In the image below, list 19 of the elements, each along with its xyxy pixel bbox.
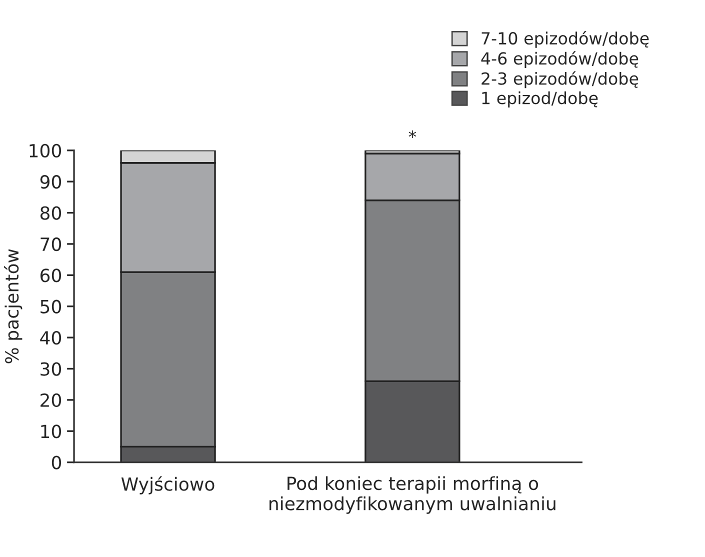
y-tick-label: 90: [40, 175, 62, 189]
x-tick-label: Wyjściowo: [121, 476, 214, 494]
y-tick-label: 30: [40, 362, 62, 376]
y-tick-label: 0: [52, 456, 62, 470]
y-tick-label: 40: [40, 331, 62, 345]
annotation: *: [408, 130, 416, 138]
y-tick-label: 80: [40, 206, 62, 220]
y-tick-label: 70: [40, 237, 62, 252]
y-axis-title: % pacjentów: [4, 249, 22, 364]
legend-label: 2-3 epizodów/dobę: [482, 71, 638, 88]
y-tick-label: 20: [40, 393, 62, 408]
y-tick-label: 10: [41, 424, 62, 438]
legend-label: 4-6 epizodów/dobę: [481, 51, 638, 68]
y-tick-label: 50: [40, 300, 62, 314]
y-tick-label: 60: [40, 268, 62, 282]
legend-label: 7-10 epizodów/dobę: [482, 31, 649, 48]
y-tick-label: 100: [30, 144, 62, 158]
legend-label: 1 epizod/dobę: [482, 91, 598, 108]
x-tick-label: Pod koniec terapii morfiną o niezmodyfikowanym uwalnianiu: [270, 476, 556, 514]
